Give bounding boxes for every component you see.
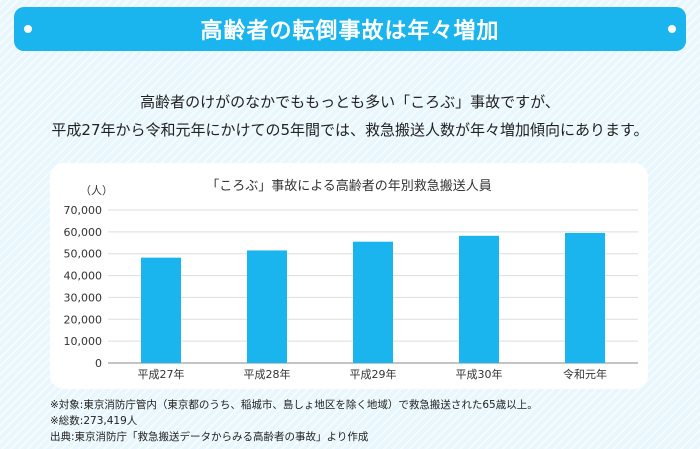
bar <box>141 257 181 363</box>
y-tick-label: 10,000 <box>64 335 103 348</box>
bar <box>459 235 499 363</box>
note-source: 出典:東京消防庁「救急搬送データからみる高齢者の事故」より作成 <box>50 431 369 443</box>
y-tick-label: 50,000 <box>64 248 103 261</box>
chart-card: 「ころぶ」事故による高齢者の年別救急搬送人員 （人） 0 10,000 20,000 3… <box>50 163 648 389</box>
y-axis-label: （人） <box>80 184 113 197</box>
bar <box>353 241 393 363</box>
bar <box>565 232 605 363</box>
y-tick-label: 0 <box>95 357 102 370</box>
bar-chart: （人） 0 10,000 20,000 30,000 40,000 50,000 60,000… <box>64 184 638 381</box>
intro-line-1: 高齢者のけがのなかでももっとも多い「ころぶ」事故ですが、 <box>140 93 560 111</box>
intro-line-2: 平成27年から令和元年にかけての5年間では、救急搬送人数が年々増加傾向にあります… <box>51 121 649 139</box>
dot-right-icon <box>668 25 676 33</box>
x-tick-label: 平成29年 <box>350 367 397 381</box>
chart-title: 「ころぶ」事故による高齢者の年別救急搬送人員 <box>206 179 492 194</box>
x-tick-label: 平成30年 <box>456 367 503 381</box>
bar <box>247 250 287 363</box>
title-banner: 高齢者の転倒事故は年々増加 <box>14 7 686 51</box>
x-tick-label: 平成28年 <box>244 367 291 381</box>
note-total: ※総数:273,419人 <box>50 415 138 427</box>
y-tick-label: 20,000 <box>64 313 103 326</box>
page-title: 高齢者の転倒事故は年々増加 <box>200 19 500 44</box>
footnotes: ※対象:東京消防庁管内（東京都のうち、稲城市、島しょ地区を除く地域）で救急搬送さ… <box>50 397 538 445</box>
dot-left-icon <box>24 25 32 33</box>
y-tick-label: 40,000 <box>64 270 103 283</box>
y-tick-label: 60,000 <box>64 226 103 239</box>
y-tick-label: 30,000 <box>64 291 103 304</box>
y-tick-label: 70,000 <box>64 204 103 217</box>
x-tick-label: 平成27年 <box>138 367 185 381</box>
intro-text: 高齢者のけがのなかでももっとも多い「ころぶ」事故ですが、 平成27年から令和元年… <box>0 88 700 144</box>
note-target: ※対象:東京消防庁管内（東京都のうち、稲城市、島しょ地区を除く地域）で救急搬送さ… <box>50 399 538 411</box>
x-tick-label: 令和元年 <box>563 367 607 381</box>
